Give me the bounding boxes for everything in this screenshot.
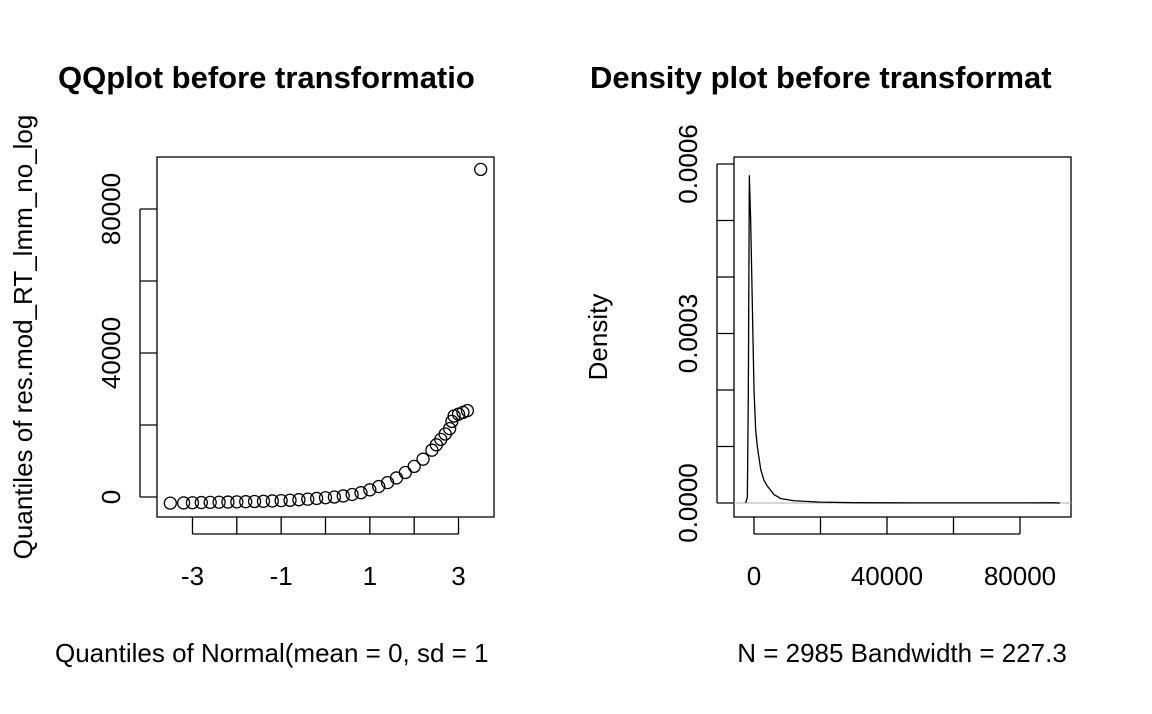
x-tick-label: 40000	[851, 561, 923, 591]
density-panel: Density plot before transformat N = 2985 …	[583, 60, 1072, 668]
y-axis-label: Density	[583, 294, 613, 381]
qq-point	[221, 495, 235, 509]
qq-point	[256, 494, 271, 508]
x-tick-label: 0	[747, 561, 761, 591]
x-axis-label: N = 2985 Bandwidth = 227.3	[737, 638, 1067, 668]
y-tick-label: 80000	[96, 173, 126, 245]
qq-point	[318, 491, 333, 505]
x-tick-label: 80000	[984, 561, 1056, 591]
y-tick-label: 0.0003	[673, 294, 703, 374]
qq-point	[274, 493, 288, 508]
x-tick-label: -3	[181, 561, 204, 591]
qq-point	[247, 494, 262, 509]
qq-point	[230, 495, 244, 509]
qq-point	[309, 491, 324, 506]
qq-point	[407, 459, 421, 474]
qq-point	[203, 495, 217, 510]
qq-point	[398, 465, 412, 480]
qq-point	[460, 403, 475, 418]
y-tick-label: 0	[96, 490, 126, 504]
qq-point	[185, 496, 200, 510]
x-axis-label: Quantiles of Normal(mean = 0, sd = 1	[55, 638, 489, 668]
qq-point	[372, 479, 386, 494]
y-axis-label: Quantiles of res.mod_RT_lmm_no_log	[8, 115, 38, 560]
qq-point	[443, 421, 457, 436]
qq-panel: QQplot before transformatio Quantiles of …	[8, 60, 495, 668]
qq-point	[354, 486, 368, 500]
y-tick-label: 40000	[96, 317, 126, 389]
qq-point	[345, 487, 359, 502]
qq-point	[301, 492, 315, 506]
y-tick-label: 0.0006	[673, 124, 703, 204]
qq-point	[283, 493, 297, 507]
qq-point	[239, 495, 253, 509]
qq-point	[176, 496, 191, 510]
x-tick-label: 1	[363, 561, 377, 591]
qq-point	[292, 493, 306, 507]
qq-point	[163, 496, 177, 510]
chart-title: QQplot before transformatio	[58, 60, 475, 95]
qq-point	[416, 452, 430, 466]
qq-point	[363, 483, 377, 497]
x-tick-label: -1	[270, 561, 293, 591]
chart-title: Density plot before transformat	[590, 60, 1052, 95]
qq-point	[265, 494, 279, 508]
plot-box	[733, 156, 1072, 518]
qq-point	[474, 162, 488, 177]
y-tick-label: 0.0000	[673, 463, 703, 543]
x-tick-label: 3	[451, 561, 465, 591]
density-line	[745, 175, 1060, 504]
qq-point	[336, 489, 350, 503]
qq-point	[194, 495, 208, 510]
qq-point	[327, 490, 342, 504]
qq-point	[212, 495, 226, 509]
